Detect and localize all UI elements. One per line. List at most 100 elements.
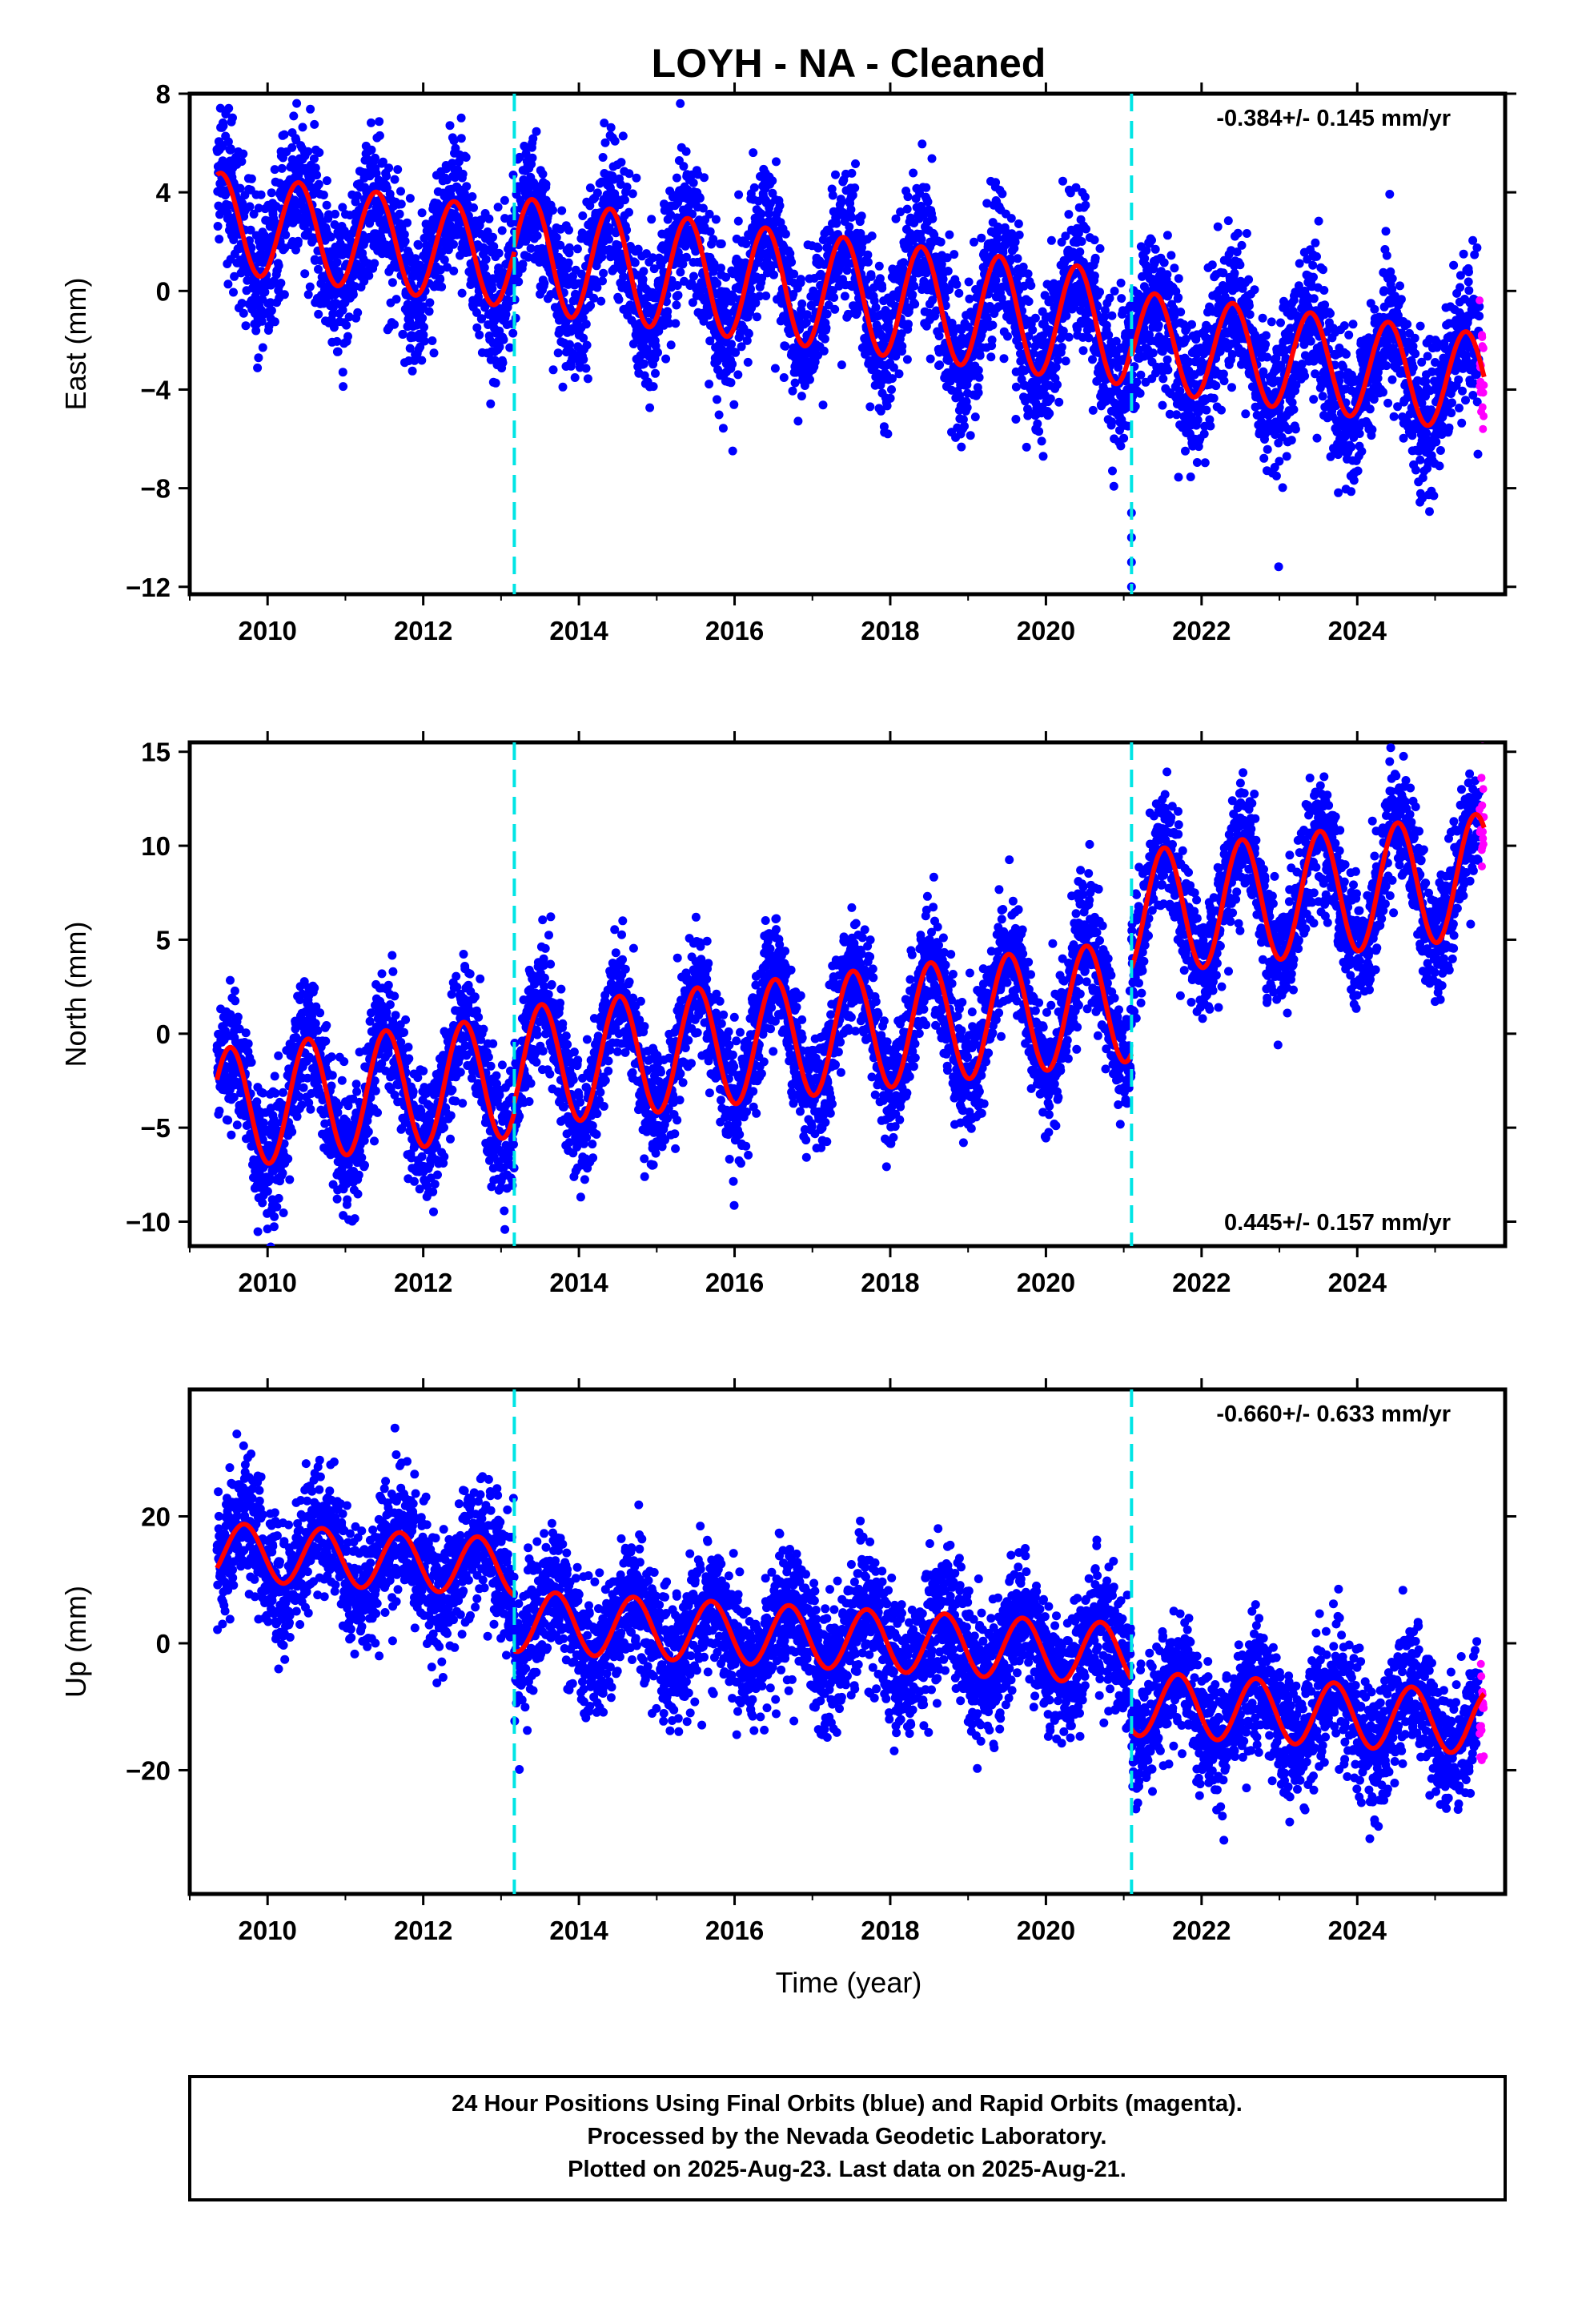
final-orbit-point [353,308,363,317]
final-orbit-point [319,191,328,199]
final-orbit-point [235,183,245,193]
final-orbit-point [1181,446,1190,456]
final-orbit-point [315,148,324,157]
final-orbit-point [1170,263,1179,273]
final-orbit-point [443,263,452,272]
final-orbit-point [277,163,287,173]
final-orbit-point [867,231,877,241]
final-orbit-point [1037,436,1046,446]
final-orbit-point [1038,452,1048,461]
final-orbit-point [1135,388,1145,398]
final-orbit-point [622,225,632,235]
final-orbit-point [616,158,626,167]
final-orbit-point [943,267,953,275]
final-orbit-point [324,210,333,219]
final-orbit-point [676,99,685,108]
final-orbit-point [837,360,846,370]
final-orbit-point [446,220,455,230]
final-orbit-point [831,170,840,179]
final-orbit-point [1326,309,1335,318]
final-orbit-point [663,307,673,316]
final-orbit-point [500,195,509,205]
final-orbit-point [1062,311,1071,320]
final-orbit-point [1158,400,1167,410]
final-orbit-point [328,309,338,319]
final-orbit-point [1028,325,1038,335]
final-orbit-point [581,320,591,329]
final-orbit-point [1193,416,1203,424]
final-orbit-point [1023,269,1033,279]
final-orbit-point [737,342,746,352]
final-orbit-point [845,222,854,231]
final-orbit-point [532,127,541,136]
final-orbit-point [375,117,384,127]
final-orbit-point [1261,340,1271,349]
final-orbit-point [689,271,698,281]
final-orbit-point [1090,253,1100,263]
final-orbit-point [1245,310,1255,320]
final-orbit-point [245,202,255,211]
final-orbit-point [1206,421,1215,431]
final-orbit-point [253,363,263,372]
final-orbit-point [1211,381,1221,391]
final-orbit-point [1045,408,1054,418]
final-orbit-point [964,277,974,287]
final-orbit-point [254,353,263,363]
final-orbit-point [1258,313,1267,323]
final-orbit-point [1154,320,1163,330]
final-orbit-point [371,169,381,178]
final-orbit-point [1090,271,1099,280]
final-orbit-point [306,104,315,114]
final-orbit-point [1223,216,1233,226]
final-orbit-point [1209,393,1219,403]
final-orbit-point [639,267,648,276]
final-orbit-point [488,284,497,293]
final-orbit-point [400,230,409,239]
final-orbit-point [556,240,565,250]
final-orbit-point [338,305,347,315]
final-orbit-point [847,212,857,222]
final-orbit-point [928,214,938,223]
final-orbit-point [371,153,379,163]
final-orbit-point [903,192,913,202]
final-orbit-point [688,209,697,219]
final-orbit-point [654,327,664,336]
final-orbit-point [314,309,323,319]
final-orbit-point [999,354,1009,364]
final-orbit-point [828,191,837,200]
final-orbit-point [1242,229,1251,238]
final-orbit-point [420,336,429,346]
final-orbit-point [749,148,758,158]
final-orbit-point [329,323,339,332]
final-orbit-point [645,403,655,412]
final-orbit-point [713,279,722,288]
final-orbit-point [1088,355,1097,364]
final-orbit-point [769,270,778,279]
final-orbit-point [326,232,335,242]
final-orbit-point [532,231,542,240]
final-orbit-point [648,382,658,392]
final-orbit-point [484,214,494,223]
final-orbit-point [246,225,255,235]
final-orbit-point [333,347,343,356]
final-orbit-point [391,295,401,304]
final-orbit-point [1320,300,1330,310]
final-orbit-point [488,232,497,242]
final-orbit-point [681,147,691,156]
final-orbit-point [1312,433,1322,443]
final-orbit-point [1107,311,1117,320]
final-orbit-point [436,275,445,284]
final-orbit-point [445,121,455,131]
final-orbit-point [505,343,515,352]
final-orbit-point [276,279,286,287]
final-orbit-point [494,248,504,258]
final-orbit-point [1058,176,1067,186]
final-orbit-point [790,378,800,388]
final-orbit-point [364,271,374,280]
final-orbit-point [1082,224,1090,234]
final-orbit-point [671,319,681,328]
final-orbit-point [540,279,549,288]
final-orbit-point [639,359,648,368]
final-orbit-point [661,354,671,364]
final-orbit-point [230,271,239,281]
